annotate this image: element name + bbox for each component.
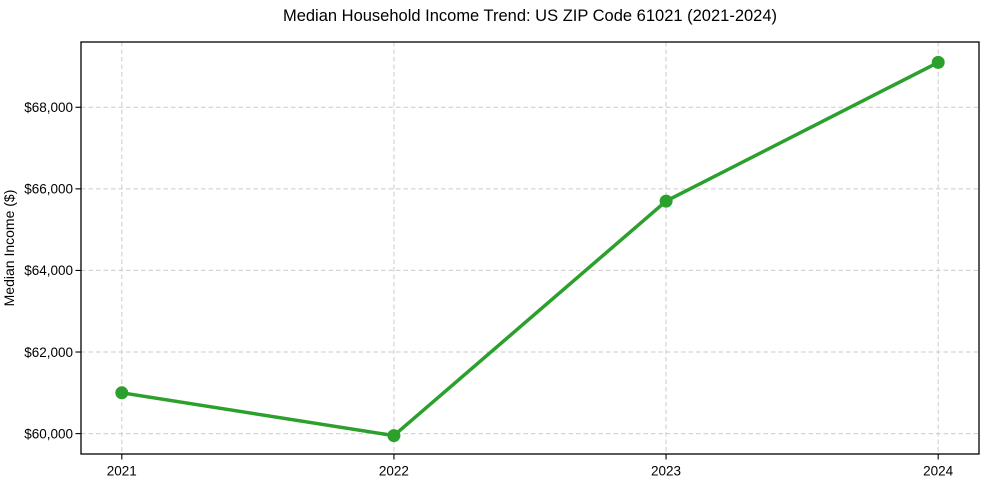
axis-tick-marks — [75, 106, 939, 460]
y-tick-label: $62,000 — [24, 345, 73, 360]
data-point-markers — [115, 55, 945, 443]
y-axis-tick-labels: $60,000 $62,000 $64,000 $66,000 $68,000 — [24, 100, 73, 441]
y-tick-label: $66,000 — [24, 182, 73, 197]
x-tick-label: 2022 — [379, 464, 409, 479]
y-tick-label: $68,000 — [24, 100, 73, 115]
data-point-2023 — [659, 194, 673, 208]
chart-title: Median Household Income Trend: US ZIP Co… — [283, 7, 777, 25]
y-axis-label: Median Income ($) — [1, 190, 17, 307]
data-point-2022 — [387, 429, 401, 443]
data-point-2024 — [931, 55, 945, 69]
y-tick-label: $64,000 — [24, 263, 73, 278]
x-tick-label: 2024 — [923, 464, 954, 479]
x-tick-label: 2021 — [107, 464, 137, 479]
income-trend-line — [120, 60, 940, 438]
x-axis-tick-labels: 2021 2022 2023 2024 — [107, 464, 954, 479]
gridlines — [81, 42, 979, 454]
plot-border — [80, 41, 980, 455]
data-point-2021 — [115, 386, 129, 400]
y-tick-label: $60,000 — [24, 426, 73, 441]
x-tick-label: 2023 — [651, 464, 681, 479]
